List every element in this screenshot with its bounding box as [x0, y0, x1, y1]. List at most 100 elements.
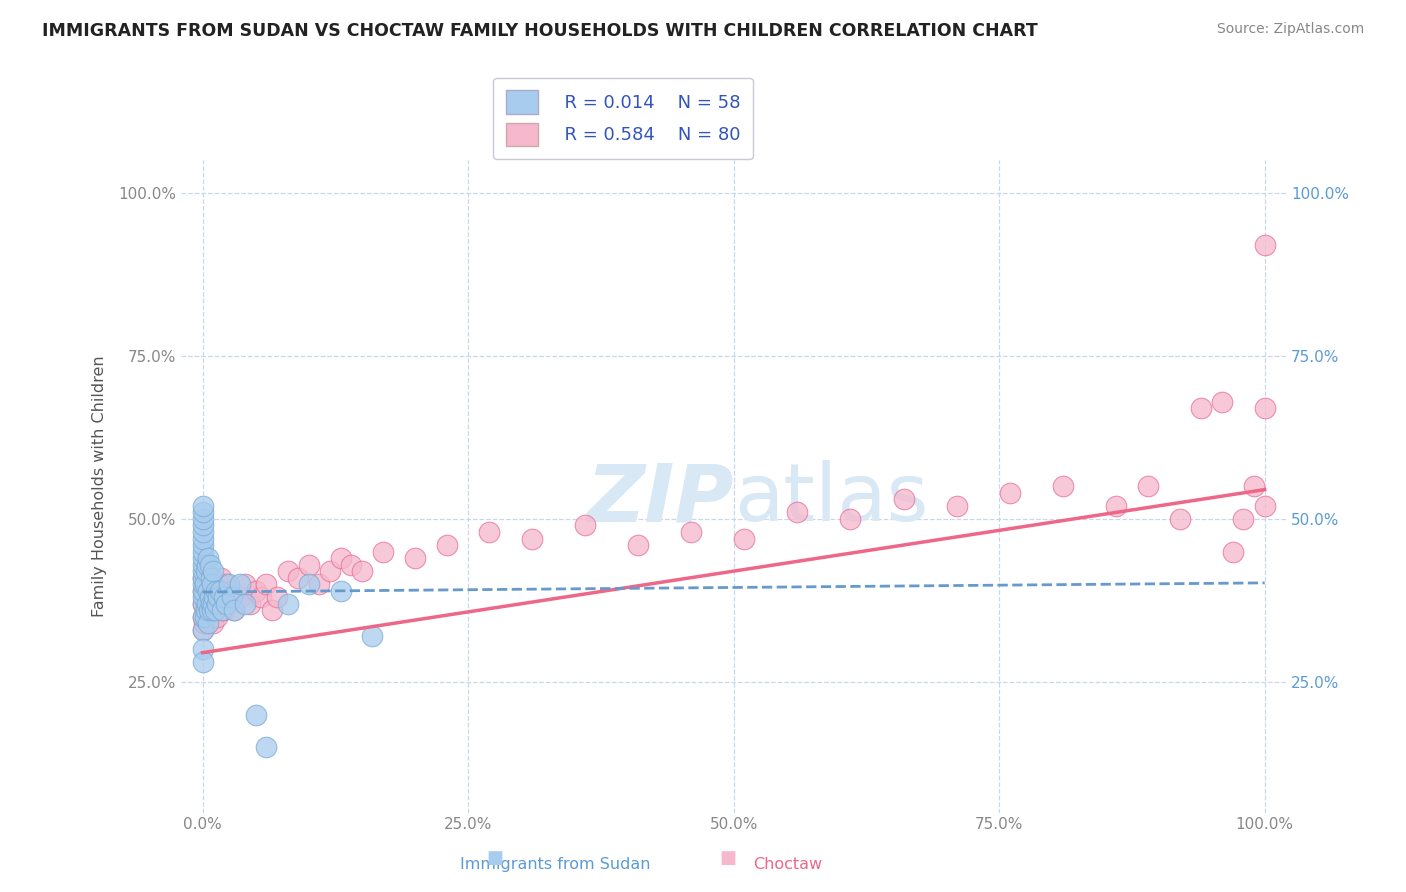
Point [361, 629, 384, 643]
Point [191, 656, 214, 670]
Point [211, 591, 233, 605]
Point [191, 642, 214, 657]
Point [276, 564, 298, 578]
Point [436, 538, 458, 552]
Point [208, 597, 231, 611]
Point [340, 558, 363, 572]
Point [191, 505, 214, 519]
Point [197, 616, 219, 631]
Point [245, 707, 267, 722]
Point [224, 603, 246, 617]
Point [197, 616, 219, 631]
Point [1232, 512, 1254, 526]
Point [221, 591, 243, 605]
Point [202, 603, 225, 617]
Point [1254, 499, 1277, 513]
Point [893, 492, 915, 507]
Point [191, 512, 214, 526]
Point [194, 577, 217, 591]
Point [191, 623, 214, 637]
Point [1243, 479, 1265, 493]
Point [298, 577, 321, 591]
Point [215, 577, 238, 591]
Point [1168, 512, 1191, 526]
Point [1254, 238, 1277, 252]
Point [191, 532, 214, 546]
Point [191, 558, 214, 572]
Point [202, 616, 225, 631]
Point [478, 524, 501, 539]
Point [197, 583, 219, 598]
Point [191, 518, 214, 533]
Point [204, 603, 226, 617]
Point [200, 597, 222, 611]
Point [239, 597, 262, 611]
Point [1189, 401, 1212, 415]
Point [191, 597, 214, 611]
Point [191, 524, 214, 539]
Point [197, 591, 219, 605]
Point [520, 532, 543, 546]
Point [205, 597, 228, 611]
Point [308, 577, 330, 591]
Point [194, 583, 217, 598]
Point [202, 591, 225, 605]
Point [198, 591, 221, 605]
Point [191, 583, 214, 598]
Point [627, 538, 650, 552]
Point [217, 597, 239, 611]
Point [198, 597, 221, 611]
Text: Source: ZipAtlas.com: Source: ZipAtlas.com [1216, 22, 1364, 37]
Point [224, 603, 246, 617]
Y-axis label: Family Households with Children: Family Households with Children [93, 356, 107, 617]
Point [191, 597, 214, 611]
Point [228, 577, 250, 591]
Point [201, 603, 224, 617]
Point [254, 577, 277, 591]
Point [191, 544, 214, 558]
Point [371, 544, 394, 558]
Point [194, 603, 217, 617]
Point [191, 571, 214, 585]
Text: Choctaw: Choctaw [752, 857, 823, 872]
Point [191, 609, 214, 624]
Point [329, 551, 352, 566]
Point [191, 538, 214, 552]
Text: ■: ■ [486, 849, 503, 867]
Point [191, 591, 214, 605]
Point [1211, 394, 1233, 409]
Point [191, 583, 214, 598]
Point [191, 571, 214, 585]
Point [209, 571, 232, 585]
Point [1254, 401, 1277, 415]
Point [208, 583, 231, 598]
Point [254, 740, 277, 755]
Point [218, 577, 240, 591]
Point [195, 597, 218, 611]
Point [250, 591, 273, 605]
Point [211, 603, 233, 617]
Point [329, 583, 352, 598]
Point [201, 603, 224, 617]
Point [233, 577, 256, 591]
Point [197, 551, 219, 566]
Point [998, 486, 1021, 500]
Point [1105, 499, 1128, 513]
Point [194, 609, 217, 624]
Point [1136, 479, 1159, 493]
Point [211, 603, 233, 617]
Point [204, 577, 226, 591]
Point [207, 583, 229, 598]
Point [945, 499, 967, 513]
Point [287, 571, 309, 585]
Point [200, 609, 222, 624]
Point [574, 518, 596, 533]
Point [205, 583, 228, 598]
Point [276, 597, 298, 611]
Point [221, 583, 243, 598]
Point [200, 571, 222, 585]
Text: IMMIGRANTS FROM SUDAN VS CHOCTAW FAMILY HOUSEHOLDS WITH CHILDREN CORRELATION CHA: IMMIGRANTS FROM SUDAN VS CHOCTAW FAMILY … [42, 22, 1038, 40]
Point [194, 564, 217, 578]
Point [681, 524, 703, 539]
Point [195, 558, 218, 572]
